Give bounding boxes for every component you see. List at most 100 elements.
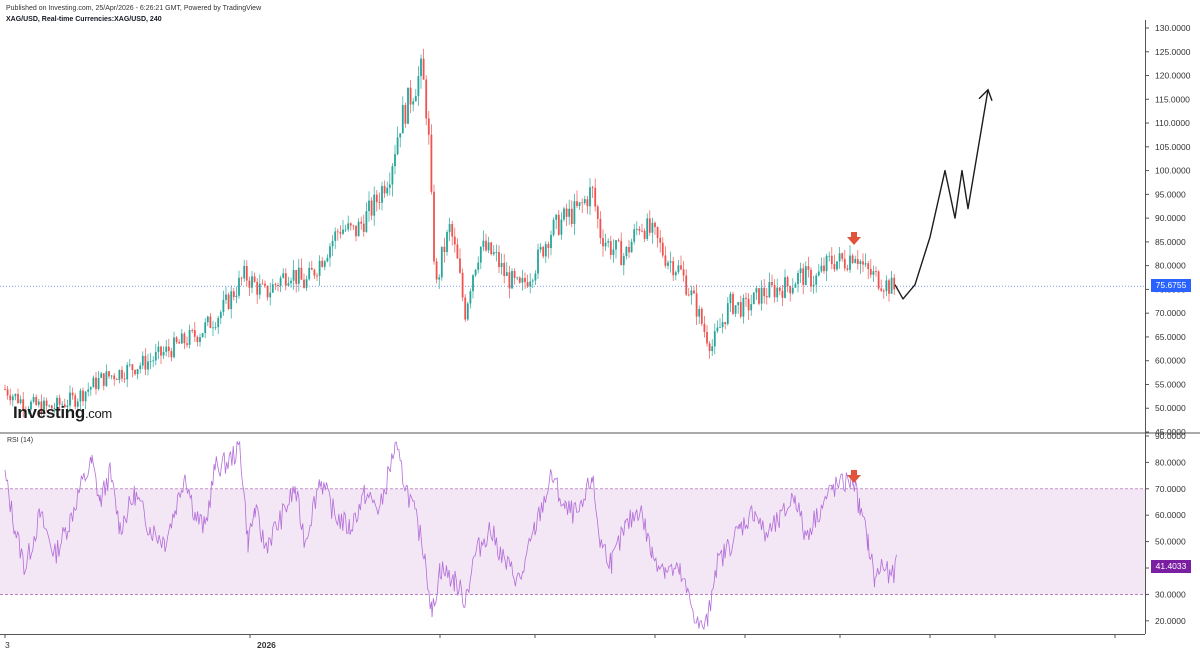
rsi-tick-label: 90.0000	[1155, 431, 1186, 441]
rsi-tick-label: 60.0000	[1155, 510, 1186, 520]
candle-body	[765, 296, 768, 298]
candle-body	[136, 369, 139, 375]
time-axis[interactable]: 3 2026	[4, 634, 1116, 650]
candle-body	[126, 364, 129, 380]
candle-body	[61, 404, 64, 406]
candle-body	[789, 286, 792, 294]
highlight-markers	[847, 232, 861, 483]
candle-body	[414, 96, 417, 102]
candle-body	[87, 389, 90, 392]
candle-body	[297, 267, 300, 284]
candle-body	[167, 346, 170, 352]
candle-body	[713, 331, 716, 347]
candle-body	[828, 255, 831, 257]
candle-body	[121, 370, 123, 379]
candle-body	[856, 259, 859, 265]
candle-body	[264, 283, 266, 286]
candle-body	[162, 351, 165, 356]
rsi-axis[interactable]: 90.000080.000070.000060.000050.000040.00…	[1145, 431, 1186, 626]
candle-body	[274, 284, 277, 286]
candle-body	[747, 298, 750, 311]
candle-body	[838, 253, 841, 262]
candle-body	[102, 373, 105, 386]
candle-body	[693, 290, 695, 294]
candle-body	[295, 269, 298, 284]
candle-body	[552, 219, 555, 235]
candle-body	[258, 283, 261, 295]
candle-body	[58, 397, 61, 405]
candle-body	[771, 282, 773, 286]
candle-body	[685, 275, 688, 295]
candle-body	[760, 287, 763, 304]
candle-body	[563, 208, 565, 220]
candle-body	[752, 292, 755, 305]
candle-body	[219, 312, 222, 319]
candle-body	[825, 255, 828, 272]
candle-body	[815, 275, 818, 285]
candle-body	[336, 231, 339, 233]
candle-body	[602, 238, 604, 247]
price-tick-label: 60.0000	[1155, 356, 1186, 366]
rsi-line	[4, 440, 897, 631]
candle-body	[890, 277, 893, 294]
candle-body	[456, 244, 459, 259]
candle-body	[555, 214, 558, 220]
candle-body	[630, 241, 633, 253]
candle-body	[633, 229, 636, 242]
price-tick-label: 100.0000	[1155, 166, 1191, 176]
candle-body	[568, 208, 571, 217]
candle-body	[622, 256, 625, 266]
candle-body	[648, 218, 651, 233]
candle-body	[435, 261, 438, 280]
price-tick-label: 105.0000	[1155, 142, 1191, 152]
rsi-peak-arrow-head	[847, 475, 861, 483]
candle-body	[638, 228, 641, 231]
candle-body	[726, 303, 729, 324]
candle-body	[30, 401, 32, 410]
candle-body	[880, 288, 883, 291]
candle-body	[804, 266, 807, 286]
candle-body	[659, 237, 662, 243]
rsi-tick-label: 80.0000	[1155, 457, 1186, 467]
candle-body	[810, 269, 812, 287]
current-rsi-badge: 41.4033	[1151, 560, 1191, 573]
candle-body	[745, 297, 747, 299]
candle-body	[74, 395, 77, 407]
candle-body	[604, 242, 607, 247]
candle-body	[11, 396, 14, 401]
candle-body	[446, 232, 448, 252]
investing-logo: Investing.com	[13, 403, 112, 423]
candle-body	[570, 208, 573, 224]
candle-body	[773, 285, 776, 298]
candle-body	[212, 327, 214, 329]
candle-body	[375, 194, 378, 203]
candle-body	[422, 58, 425, 80]
candle-body	[196, 336, 199, 342]
candle-body	[893, 277, 896, 290]
price-tick-label: 130.0000	[1155, 23, 1191, 33]
candle-body	[310, 267, 313, 270]
candle-body	[459, 258, 461, 273]
candle-body	[235, 295, 238, 298]
candle-body	[846, 268, 849, 270]
candle-body	[321, 260, 324, 267]
candle-body	[794, 284, 797, 288]
candle-body	[768, 282, 771, 298]
candle-body	[888, 280, 890, 294]
candle-body	[448, 224, 451, 233]
candle-body	[477, 262, 480, 270]
candle-body	[609, 241, 612, 255]
candle-body	[485, 240, 487, 251]
candle-body	[716, 327, 719, 332]
candle-body	[877, 271, 880, 289]
price-tick-label: 55.0000	[1155, 379, 1186, 389]
candle-body	[841, 253, 844, 259]
candle-body	[534, 273, 537, 281]
candle-body	[495, 252, 498, 253]
candle-body	[160, 346, 162, 356]
candle-body	[407, 87, 409, 124]
candle-body	[201, 333, 204, 338]
candle-body	[695, 293, 698, 317]
candle-body	[326, 257, 329, 262]
